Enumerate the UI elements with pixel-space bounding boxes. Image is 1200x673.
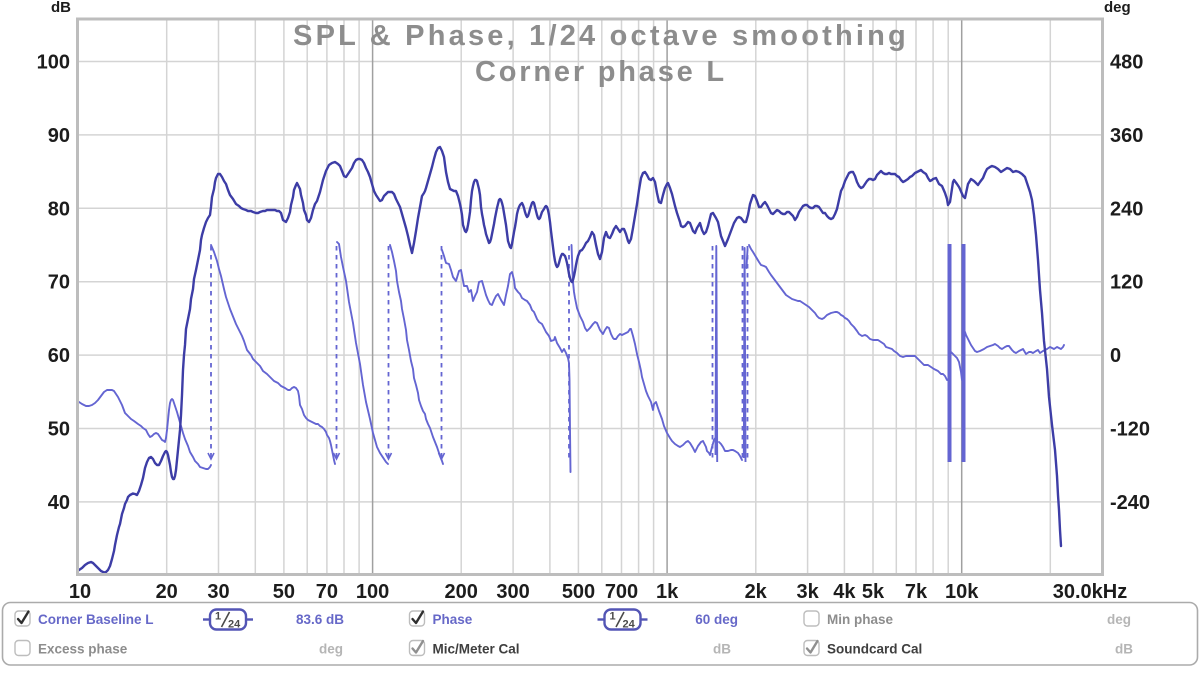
svg-text:500: 500 <box>562 581 595 603</box>
svg-text:Corner phase L: Corner phase L <box>475 56 727 88</box>
svg-text:deg: deg <box>319 642 343 657</box>
svg-text:Excess phase: Excess phase <box>38 642 128 657</box>
svg-text:dB: dB <box>713 642 731 657</box>
svg-text:5k: 5k <box>862 581 885 603</box>
svg-text:30.0kHz: 30.0kHz <box>1053 581 1128 603</box>
svg-text:deg: deg <box>1104 0 1131 16</box>
svg-text:1: 1 <box>610 611 616 623</box>
svg-text:2k: 2k <box>745 581 768 603</box>
svg-text:480: 480 <box>1110 52 1143 74</box>
svg-text:200: 200 <box>445 581 478 603</box>
svg-text:300: 300 <box>496 581 529 603</box>
svg-text:60: 60 <box>48 345 70 367</box>
svg-text:SPL & Phase, 1/24 octave smoot: SPL & Phase, 1/24 octave smoothing <box>293 20 909 52</box>
svg-text:deg: deg <box>1107 612 1131 627</box>
svg-text:240: 240 <box>1110 198 1143 220</box>
svg-text:dB: dB <box>1115 642 1133 657</box>
svg-text:Phase: Phase <box>433 612 473 627</box>
svg-text:360: 360 <box>1110 125 1143 147</box>
svg-text:1: 1 <box>215 611 221 623</box>
svg-text:83.6 dB: 83.6 dB <box>296 612 344 627</box>
svg-text:3k: 3k <box>796 581 819 603</box>
svg-text:dB: dB <box>51 0 71 16</box>
svg-text:90: 90 <box>48 125 70 147</box>
svg-text:1k: 1k <box>656 581 679 603</box>
svg-text:-120: -120 <box>1110 419 1150 441</box>
svg-text:80: 80 <box>48 198 70 220</box>
svg-text:4k: 4k <box>833 581 856 603</box>
svg-text:70: 70 <box>48 272 70 294</box>
svg-text:Mic/Meter Cal: Mic/Meter Cal <box>433 642 520 657</box>
svg-text:40: 40 <box>48 492 70 514</box>
svg-text:Corner Baseline L: Corner Baseline L <box>38 612 154 627</box>
svg-text:50: 50 <box>48 419 70 441</box>
svg-text:7k: 7k <box>905 581 928 603</box>
svg-text:10k: 10k <box>945 581 979 603</box>
svg-text:20: 20 <box>156 581 178 603</box>
svg-text:24: 24 <box>228 619 241 631</box>
svg-text:70: 70 <box>316 581 338 603</box>
svg-text:0: 0 <box>1110 345 1121 367</box>
svg-text:Soundcard Cal: Soundcard Cal <box>827 642 922 657</box>
svg-text:60 deg: 60 deg <box>695 612 738 627</box>
svg-text:-240: -240 <box>1110 492 1150 514</box>
svg-text:10: 10 <box>69 581 91 603</box>
svg-text:24: 24 <box>623 619 636 631</box>
svg-text:30: 30 <box>207 581 229 603</box>
svg-text:100: 100 <box>37 52 70 74</box>
svg-text:100: 100 <box>356 581 389 603</box>
svg-text:120: 120 <box>1110 272 1143 294</box>
svg-text:50: 50 <box>273 581 295 603</box>
svg-text:Min phase: Min phase <box>827 612 894 627</box>
svg-text:700: 700 <box>605 581 638 603</box>
